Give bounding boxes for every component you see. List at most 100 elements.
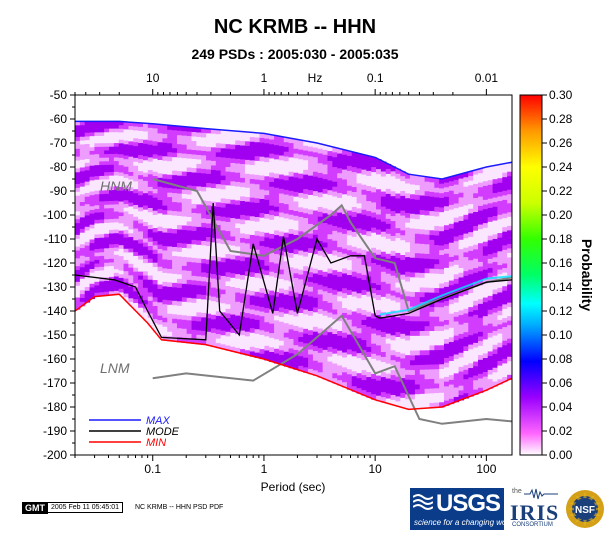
density-cell — [264, 270, 270, 276]
density-cell — [312, 307, 319, 313]
density-cell — [356, 373, 363, 379]
density-cell — [220, 248, 227, 254]
density-cell — [75, 262, 81, 267]
density-cell — [376, 279, 382, 286]
density-cell — [293, 177, 299, 183]
density-cell — [104, 204, 110, 210]
density-cell — [322, 213, 329, 219]
density-cell — [361, 249, 367, 256]
density-cell — [89, 158, 96, 163]
density-cell — [482, 334, 489, 341]
density-cell — [274, 310, 280, 317]
density-cell — [497, 269, 503, 275]
density-cell — [206, 336, 212, 342]
density-cell — [312, 283, 319, 289]
density-cell — [473, 193, 479, 199]
density-cell — [346, 265, 353, 271]
density-cell — [371, 394, 377, 400]
density-cell — [434, 264, 440, 270]
density-cell — [478, 210, 484, 216]
density-cell — [376, 375, 382, 382]
density-cell — [390, 370, 397, 376]
density-cell — [453, 335, 460, 341]
density-cell — [322, 203, 329, 210]
density-cell — [138, 187, 144, 192]
density-cell — [210, 265, 217, 271]
density-cell — [453, 373, 460, 379]
density-cell — [303, 328, 309, 335]
density-cell — [478, 257, 484, 263]
density-cell — [152, 145, 159, 151]
density-cell — [147, 292, 154, 298]
density-cell — [138, 215, 144, 220]
density-cell — [162, 313, 168, 319]
density-cell — [225, 208, 231, 214]
density-cell — [439, 354, 445, 361]
density-cell — [453, 312, 460, 318]
density-cell — [274, 211, 280, 217]
density-cell — [332, 167, 338, 173]
density-cell — [108, 204, 115, 209]
density-cell — [191, 298, 197, 304]
density-cell — [215, 302, 222, 308]
density-cell — [298, 361, 304, 367]
density-cell — [371, 283, 377, 289]
density-cell — [176, 211, 183, 217]
density-cell — [361, 370, 367, 376]
density-cell — [366, 256, 372, 263]
density-cell — [235, 154, 241, 160]
density-cell — [366, 286, 372, 293]
density-cell — [249, 258, 256, 264]
density-cell — [172, 206, 178, 212]
density-cell — [278, 302, 285, 309]
density-cell — [162, 331, 168, 337]
density-cell — [478, 369, 484, 375]
density-cell — [453, 231, 460, 238]
density-cell — [84, 215, 91, 220]
density-cell — [235, 297, 241, 303]
density-cell — [453, 194, 460, 200]
density-cell — [400, 338, 406, 345]
density-cell — [162, 268, 168, 274]
density-cell — [133, 236, 139, 241]
density-cell — [157, 146, 163, 152]
density-cell — [181, 337, 188, 343]
density-cell — [128, 149, 134, 154]
density-cell — [210, 147, 217, 153]
density-cell — [220, 330, 227, 336]
density-cell — [414, 204, 421, 211]
density-cell — [186, 288, 193, 294]
density-cell — [380, 241, 387, 248]
density-cell — [235, 241, 241, 248]
density-cell — [152, 258, 159, 264]
density-cell — [123, 245, 130, 250]
density-cell — [458, 211, 465, 217]
density-cell — [395, 351, 401, 358]
density-cell — [172, 251, 178, 257]
density-cell — [123, 185, 130, 190]
density-cell — [201, 177, 207, 183]
density-cell — [351, 261, 358, 268]
density-cell — [478, 233, 484, 240]
density-cell — [337, 326, 343, 332]
density-cell — [356, 318, 363, 324]
density-cell — [123, 263, 130, 269]
density-cell — [308, 238, 314, 244]
density-cell — [293, 364, 299, 370]
density-cell — [487, 300, 494, 306]
density-cell — [259, 311, 265, 317]
density-cell — [191, 199, 197, 205]
density-cell — [128, 263, 134, 269]
density-cell — [118, 285, 125, 290]
density-cell — [220, 171, 227, 177]
density-cell — [191, 311, 197, 317]
density-cell — [463, 257, 469, 263]
density-cell — [113, 229, 120, 234]
density-cell — [142, 291, 149, 297]
density-cell — [157, 271, 163, 277]
density-cell — [482, 385, 489, 392]
density-cell — [332, 373, 338, 379]
density-cell — [468, 372, 474, 378]
density-cell — [351, 281, 358, 288]
density-cell — [458, 244, 465, 250]
